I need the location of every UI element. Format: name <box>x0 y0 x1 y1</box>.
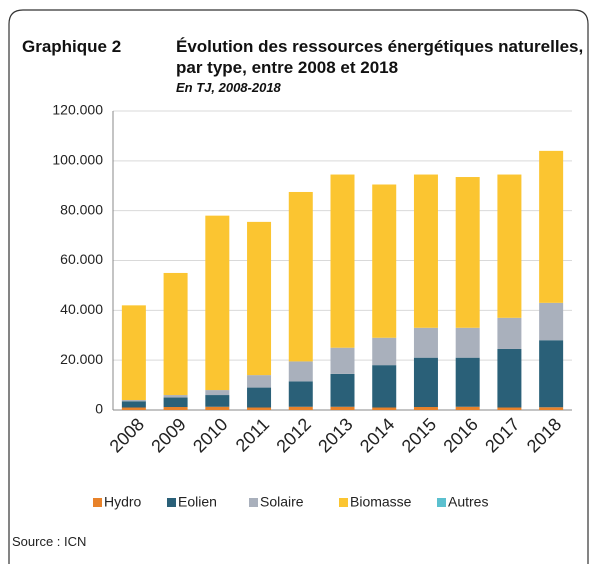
bar-segment <box>121 305 146 401</box>
bar-segment <box>121 407 146 410</box>
bar-segment <box>205 406 230 410</box>
bar-segment <box>372 184 397 338</box>
chart-label: Graphique 2 <box>22 37 122 56</box>
bar-segment <box>372 407 397 410</box>
legend-label: Autres <box>448 494 488 510</box>
bar-segment <box>163 407 188 410</box>
bar-segment <box>247 387 272 408</box>
legend-swatch <box>167 498 176 507</box>
bar-segment <box>455 406 480 410</box>
bar-segment <box>205 215 230 391</box>
y-tick-label: 80.000 <box>60 201 103 217</box>
bar-segment <box>539 150 564 303</box>
bar-segment <box>288 381 313 407</box>
bar-segment <box>455 357 480 407</box>
bar-segment <box>413 357 438 408</box>
bar-segment <box>497 174 522 318</box>
legend-swatch <box>339 498 348 507</box>
bar-segment <box>205 395 230 407</box>
legend-label: Biomasse <box>350 494 412 510</box>
bar-segment <box>163 272 188 396</box>
x-tick-label: 2015 <box>398 414 440 456</box>
frame <box>8 9 589 564</box>
bar-segment <box>413 327 438 358</box>
bar-segment <box>288 191 313 362</box>
legend-swatch <box>93 498 102 507</box>
bar-segment <box>288 361 313 382</box>
legend-swatch <box>437 498 446 507</box>
x-tick-label: 2008 <box>106 414 148 456</box>
x-tick-label: 2014 <box>356 414 398 456</box>
chart-subtitle: En TJ, 2008-2018 <box>176 80 281 95</box>
source: Source : ICN <box>12 534 87 549</box>
bar-segment <box>539 407 564 410</box>
bar-segment <box>455 177 480 328</box>
y-tick-label: 0 <box>95 401 103 417</box>
bar-segment <box>372 365 397 408</box>
bar-segment <box>372 337 397 366</box>
bar-segment <box>163 395 188 398</box>
y-tick-label: 40.000 <box>60 301 103 317</box>
bar-segment <box>413 174 438 328</box>
x-tick-label: 2017 <box>481 414 523 456</box>
x-tick-label: 2013 <box>314 414 356 456</box>
bar-segment <box>121 400 146 402</box>
bar-segment <box>121 401 146 408</box>
y-tick-label: 120.000 <box>52 102 103 118</box>
bar-segment <box>330 406 355 410</box>
bar-segment <box>247 407 272 410</box>
x-tick-label: 2018 <box>523 414 565 456</box>
legend-label: Hydro <box>104 494 142 510</box>
x-tick-label: 2010 <box>189 414 231 456</box>
bar-segment <box>539 340 564 408</box>
bar-segment <box>497 407 522 410</box>
legend-label: Eolien <box>178 494 217 510</box>
bar-segment <box>205 390 230 396</box>
legend-swatch <box>249 498 258 507</box>
bar-segment <box>539 302 564 341</box>
bar-segment <box>497 317 522 349</box>
y-tick-label: 20.000 <box>60 351 103 367</box>
bar-segment <box>330 373 355 407</box>
bar-segment <box>288 406 313 410</box>
bar-segment <box>497 348 522 408</box>
bar-segment <box>330 174 355 348</box>
x-tick-label: 2011 <box>232 414 274 456</box>
bar-segment <box>455 327 480 358</box>
chart-title: Évolution des ressources énergétiques na… <box>176 37 584 77</box>
bar-segment <box>247 221 272 376</box>
bar-segment <box>247 375 272 388</box>
bar-segment <box>330 347 355 374</box>
y-tick-label: 100.000 <box>52 152 103 168</box>
legend-label: Solaire <box>260 494 304 510</box>
bar-segment <box>413 407 438 410</box>
x-tick-label: 2009 <box>147 414 189 456</box>
y-tick-label: 60.000 <box>60 251 103 267</box>
bar-segment <box>163 397 188 408</box>
x-tick-label: 2016 <box>439 414 481 456</box>
x-tick-label: 2012 <box>273 414 315 456</box>
